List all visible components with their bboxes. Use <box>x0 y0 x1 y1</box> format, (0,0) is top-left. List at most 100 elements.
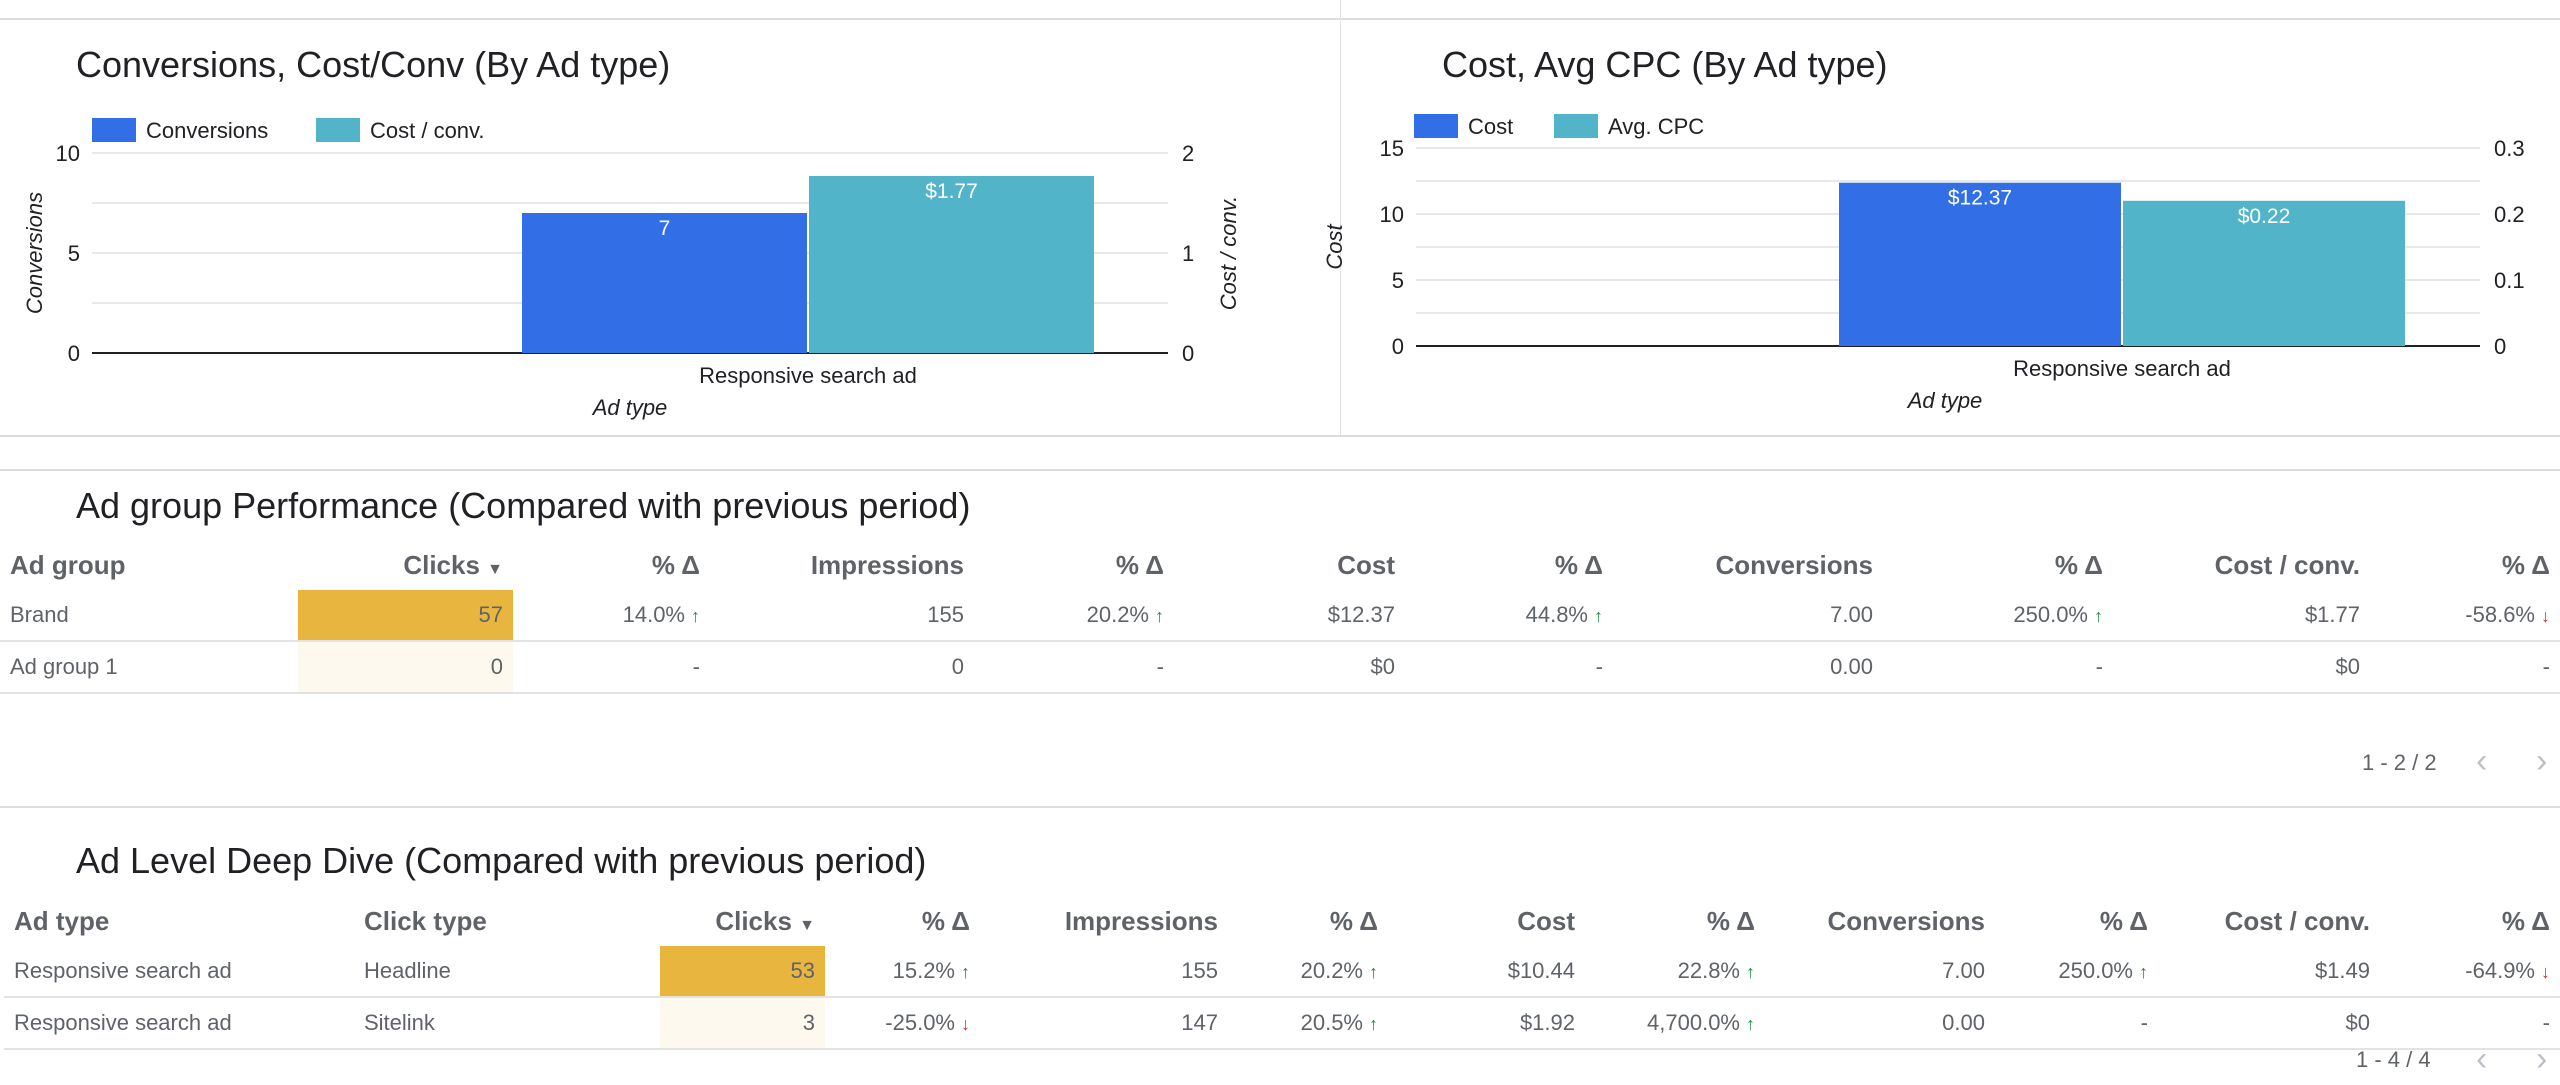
column-header-cost-delta[interactable]: % Δ <box>1554 549 1603 580</box>
arrow-up-icon: ↑ <box>2139 962 2148 982</box>
delta-value: 20.5% <box>1300 1010 1363 1035</box>
column-header-impressions[interactable]: Impressions <box>810 549 964 580</box>
cell-impressions: 0 <box>710 641 974 694</box>
delta-value: 250.0% <box>2058 958 2133 983</box>
column-header-clicks-delta[interactable]: % Δ <box>651 549 700 580</box>
bar <box>522 213 807 353</box>
cell-cost: $12.37 <box>1174 590 1405 642</box>
delta-value: -58.6% <box>2465 602 2535 627</box>
column-header-clicks-delta[interactable]: % Δ <box>921 905 970 936</box>
x-axis-title: Ad type <box>1906 388 1983 413</box>
column-header-cost[interactable]: Cost <box>1517 905 1575 936</box>
cell-clicks: 53 <box>660 946 825 998</box>
y-tick-label: 5 <box>1392 268 1404 293</box>
chevron-right-icon[interactable]: › <box>2536 742 2548 780</box>
cell-impressions-delta: 20.2% ↑ <box>1228 946 1388 998</box>
legend-label: Cost <box>1468 114 1513 139</box>
cell-impressions: 155 <box>980 946 1228 998</box>
column-header-cost[interactable]: Cost <box>1337 549 1395 580</box>
ad-level-deep-dive-table: Ad type Click type Clicks ▼ % Δ Impressi… <box>4 896 2560 1050</box>
delta-value: -64.9% <box>2465 958 2535 983</box>
chevron-left-icon[interactable]: ‹ <box>2476 1040 2488 1078</box>
column-header-cost-per-conv[interactable]: Cost / conv. <box>2214 549 2360 580</box>
column-header-cost-per-conv[interactable]: Cost / conv. <box>2224 905 2370 936</box>
column-header-impressions-delta[interactable]: % Δ <box>1329 905 1378 936</box>
column-header-conversions[interactable]: Conversions <box>1827 905 1986 936</box>
cell-cost-per-conv: $1.49 <box>2158 946 2380 998</box>
y2-tick-label: 0.1 <box>2494 268 2525 293</box>
column-header-cost-per-conv-delta[interactable]: % Δ <box>2501 549 2550 580</box>
column-header-conversions[interactable]: Conversions <box>1715 549 1874 580</box>
cell-impressions-delta: - <box>974 641 1174 694</box>
column-header-cost-delta[interactable]: % Δ <box>1706 905 1755 936</box>
delta-value: 20.2% <box>1300 958 1363 983</box>
pagination-label: 1 - 2 / 2 <box>2362 750 2437 775</box>
column-header-click-type[interactable]: Click type <box>364 905 487 936</box>
legend-swatch <box>316 118 360 142</box>
x-tick-label: Responsive search ad <box>699 363 917 388</box>
column-header-ad-group[interactable]: Ad group <box>10 549 126 580</box>
y-axis-title: Cost <box>1322 224 1347 270</box>
table-row: Ad group 1 0 - 0 - $0 - 0.00 - $0 - <box>0 641 2560 694</box>
legend-swatch <box>1414 114 1458 138</box>
sort-down-icon: ▼ <box>799 916 815 934</box>
table-row: Responsive search ad Headline 53 15.2% ↑ … <box>4 946 2560 998</box>
arrow-up-icon: ↑ <box>1369 1014 1378 1034</box>
delta-value: 22.8% <box>1677 958 1740 983</box>
column-header-conversions-delta[interactable]: % Δ <box>2099 905 2148 936</box>
bar <box>809 176 1094 353</box>
cell-clicks-delta: - <box>513 641 710 694</box>
bar <box>1839 182 2121 346</box>
legend-swatch <box>92 118 136 142</box>
column-header-impressions-delta[interactable]: % Δ <box>1115 549 1164 580</box>
chevron-left-icon[interactable]: ‹ <box>2476 742 2488 780</box>
cell-cost-per-conv: $0 <box>2113 641 2370 694</box>
cost-avg-cpc-chart: 15 10 5 0 0.3 0.2 0.1 0 $12.37 $0.22 Responsive se… <box>1322 114 2525 413</box>
data-label: $12.37 <box>1948 187 2012 210</box>
divider <box>0 469 2560 471</box>
cell-ad-group: Brand <box>0 590 298 642</box>
cell-cost-per-conv-delta: -58.6% ↓ <box>2370 590 2560 642</box>
x-axis-title: Ad type <box>591 395 668 420</box>
divider <box>1340 0 1341 435</box>
column-header-conversions-delta[interactable]: % Δ <box>2054 549 2103 580</box>
column-header-clicks[interactable]: Clicks ▼ <box>298 540 513 590</box>
cell-conversions-delta: 250.0% ↑ <box>1995 946 2158 998</box>
delta-value: 44.8% <box>1525 602 1588 627</box>
column-header-clicks[interactable]: Clicks ▼ <box>660 896 825 946</box>
cell-impressions: 147 <box>980 997 1228 1050</box>
y-axis-title: Conversions <box>22 192 47 314</box>
column-header-ad-type[interactable]: Ad type <box>14 905 110 936</box>
delta-value: 4,700.0% <box>1647 1010 1740 1035</box>
delta-value: -25.0% <box>885 1010 955 1035</box>
y-tick-label: 0 <box>1392 334 1404 359</box>
table-header-row: Ad group Clicks ▼ % Δ Impressions % Δ Co… <box>0 540 2560 590</box>
y2-tick-label: 2 <box>1182 141 1194 166</box>
delta-value: 250.0% <box>2013 602 2088 627</box>
arrow-up-icon: ↑ <box>961 962 970 982</box>
y2-tick-label: 0 <box>1182 341 1194 366</box>
cell-impressions-delta: 20.5% ↑ <box>1228 997 1388 1050</box>
cell-conversions: 7.00 <box>1613 590 1883 642</box>
cell-impressions: 155 <box>710 590 974 642</box>
delta-value: 20.2% <box>1086 602 1149 627</box>
y-tick-label: 10 <box>56 141 80 166</box>
arrow-down-icon: ↓ <box>2541 606 2550 626</box>
cell-click-type: Headline <box>354 946 660 998</box>
data-label: 7 <box>659 217 671 240</box>
x-tick-label: Responsive search ad <box>2013 356 2231 381</box>
cell-clicks-delta: -25.0% ↓ <box>825 997 980 1050</box>
data-label: $1.77 <box>925 180 978 203</box>
cell-conversions: 0.00 <box>1765 997 1995 1050</box>
delta-value: 15.2% <box>892 958 955 983</box>
table-row: Brand 57 14.0% ↑ 155 20.2% ↑ $12.37 44.8% ↑… <box>0 590 2560 642</box>
pagination-label: 1 - 4 / 4 <box>2356 1047 2431 1072</box>
column-header-cost-per-conv-delta[interactable]: % Δ <box>2501 905 2550 936</box>
cell-ad-type: Responsive search ad <box>4 997 354 1050</box>
cell-cost-per-conv: $0 <box>2158 997 2380 1050</box>
cell-clicks: 57 <box>298 590 513 642</box>
chevron-right-icon[interactable]: › <box>2536 1040 2548 1078</box>
column-header-impressions[interactable]: Impressions <box>1064 905 1218 936</box>
cell-conversions: 0.00 <box>1613 641 1883 694</box>
y2-tick-label: 0 <box>2494 334 2506 359</box>
